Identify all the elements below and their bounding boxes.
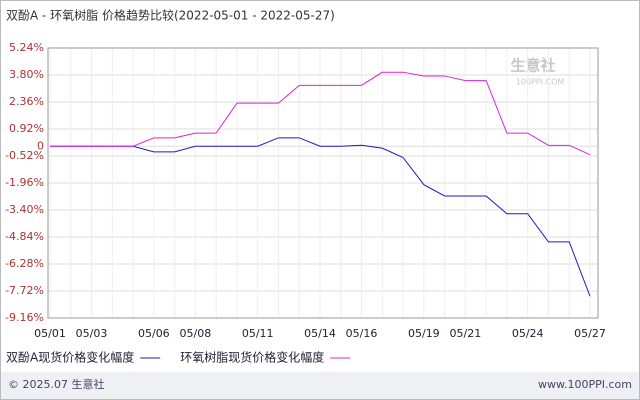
y-tick-label: -1.96% (5, 176, 44, 189)
footer-band (1, 372, 639, 399)
x-tick-label: 05/06 (138, 327, 170, 340)
y-tick-label: 5.24% (9, 41, 44, 54)
y-tick-label: -9.16% (5, 311, 44, 324)
x-tick-label: 05/21 (450, 327, 482, 340)
series-line (50, 137, 591, 297)
x-tick-label: 05/19 (408, 327, 440, 340)
x-tick-label: 05/08 (180, 327, 212, 340)
watermark: 生意社 (510, 57, 555, 75)
y-tick-label: -0.52% (5, 149, 44, 162)
y-tick-label: -6.28% (5, 257, 44, 270)
footer-left: © 2025.07 生意社 (8, 377, 104, 391)
plot-border (47, 47, 599, 319)
y-tick-label: 0.92% (9, 122, 44, 135)
x-tick-label: 05/24 (512, 327, 544, 340)
x-tick-label: 05/14 (304, 327, 336, 340)
legend-label: 双酚A现货价格变化幅度 (6, 350, 134, 365)
x-tick-label: 05/11 (242, 327, 274, 340)
series-line (50, 71, 591, 156)
x-tick-label: 05/03 (76, 327, 108, 340)
y-tick-label: -3.40% (5, 203, 44, 216)
x-tick-label: 05/01 (34, 327, 66, 340)
y-tick-label: 0 (37, 139, 44, 152)
y-tick-label: -7.72% (5, 284, 44, 297)
footer-right: www.100PPI.com (538, 378, 632, 391)
x-tick-label: 05/27 (574, 327, 606, 340)
legend-label: 环氧树脂现货价格变化幅度 (180, 350, 324, 365)
y-tick-label: 3.80% (9, 68, 44, 81)
watermark-sub: 100PPI.COM (516, 78, 565, 87)
chart-title: 双酚A - 环氧树脂 价格趋势比较(2022-05-01 - 2022-05-2… (6, 8, 335, 23)
y-tick-label: 2.36% (9, 95, 44, 108)
y-tick-label: -4.84% (5, 230, 44, 243)
x-tick-label: 05/16 (346, 327, 378, 340)
